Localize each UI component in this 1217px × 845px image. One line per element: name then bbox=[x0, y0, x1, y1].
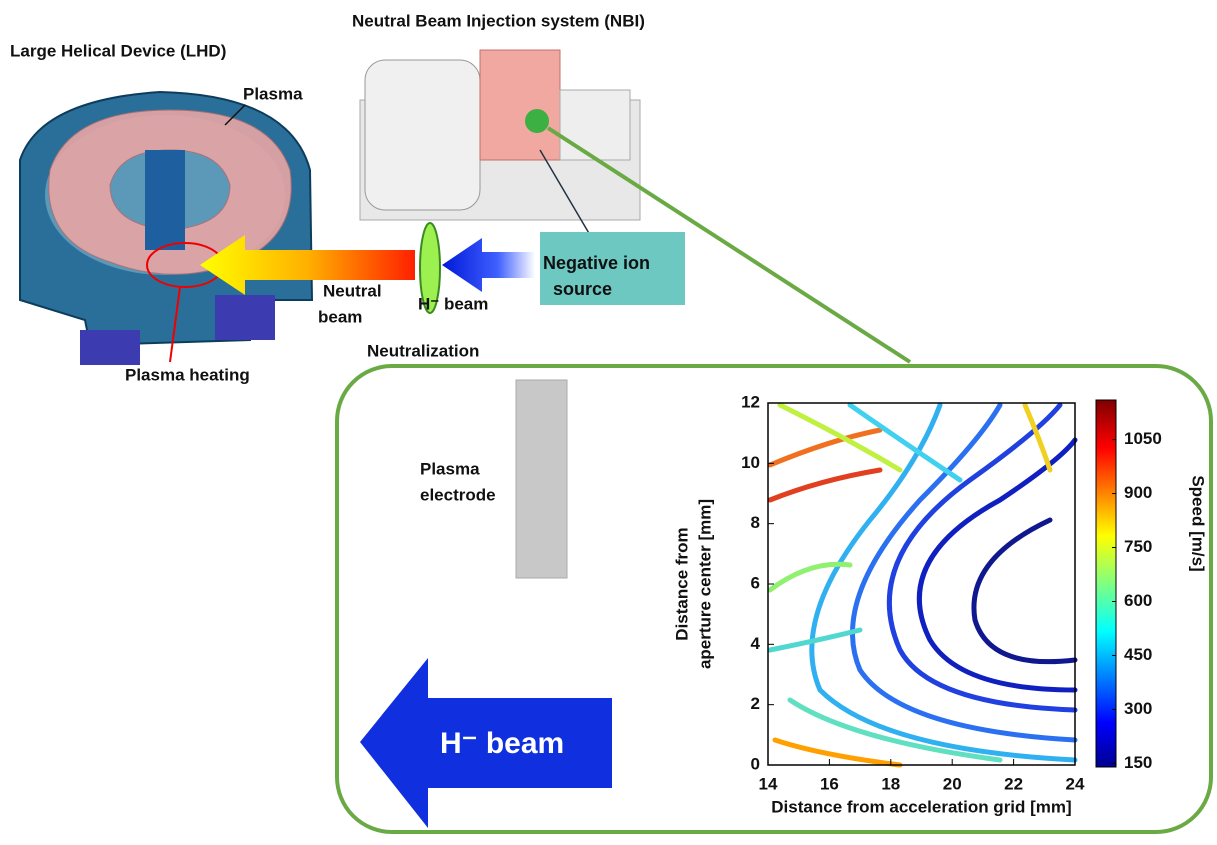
colorbar-tick-label: 1050 bbox=[1124, 429, 1162, 448]
y-tick-label: 0 bbox=[751, 754, 760, 773]
lhd-title: Large Helical Device (LHD) bbox=[10, 41, 226, 60]
lhd-illustration bbox=[20, 92, 312, 365]
x-tick-label: 14 bbox=[759, 774, 778, 793]
streamlines bbox=[770, 405, 1075, 765]
h-beam-label: H⁻ beam bbox=[418, 294, 488, 313]
y-tick-label: 12 bbox=[741, 392, 760, 411]
x-tick-label: 20 bbox=[943, 774, 962, 793]
nbi-title: Neutral Beam Injection system (NBI) bbox=[352, 11, 645, 30]
y-tick-label: 8 bbox=[751, 513, 760, 532]
ion-source-label: source bbox=[553, 279, 612, 299]
h-beam-arrow-small bbox=[442, 238, 535, 292]
x-axis-label: Distance from acceleration grid [mm] bbox=[771, 797, 1071, 816]
y-axis-label: Distance from bbox=[672, 527, 691, 640]
h-beam-big-label: H⁻ beam bbox=[440, 727, 564, 760]
neutral-beam-label: beam bbox=[318, 307, 362, 326]
plasma-electrode bbox=[516, 380, 567, 578]
plasma-heating-label: Plasma heating bbox=[125, 365, 250, 384]
electrode-label: electrode bbox=[420, 485, 496, 504]
colorbar-label: Speed [m/s] bbox=[1189, 475, 1208, 571]
colorbar-tick-label: 300 bbox=[1124, 699, 1152, 718]
nbi-illustration bbox=[360, 50, 640, 235]
diagram: Large Helical Device (LHD) Neutral Beam … bbox=[0, 0, 1217, 840]
colorbar-tick-label: 600 bbox=[1124, 591, 1152, 610]
y-tick-label: 2 bbox=[751, 694, 760, 713]
x-tick-label: 18 bbox=[881, 774, 900, 793]
colorbar bbox=[1096, 400, 1116, 767]
colorbar-tick-label: 450 bbox=[1124, 645, 1152, 664]
y-tick-label: 6 bbox=[751, 573, 760, 592]
electrode-label: Plasma bbox=[420, 459, 480, 478]
x-tick-label: 24 bbox=[1066, 774, 1085, 793]
y-tick-label: 4 bbox=[751, 634, 761, 653]
colorbar-tick-label: 750 bbox=[1124, 537, 1152, 556]
y-axis-label: aperture center [mm] bbox=[695, 499, 714, 669]
ion-source-label: Negative ion bbox=[543, 253, 650, 273]
x-tick-label: 16 bbox=[820, 774, 839, 793]
y-tick-label: 10 bbox=[741, 453, 760, 472]
neutral-beam-label: Neutral bbox=[323, 281, 382, 300]
plasma-label: Plasma bbox=[243, 84, 303, 103]
x-tick-label: 22 bbox=[1004, 774, 1023, 793]
colorbar-tick-label: 900 bbox=[1124, 483, 1152, 502]
neutralization-label: Neutralization bbox=[367, 341, 479, 360]
colorbar-tick-label: 150 bbox=[1124, 753, 1152, 772]
